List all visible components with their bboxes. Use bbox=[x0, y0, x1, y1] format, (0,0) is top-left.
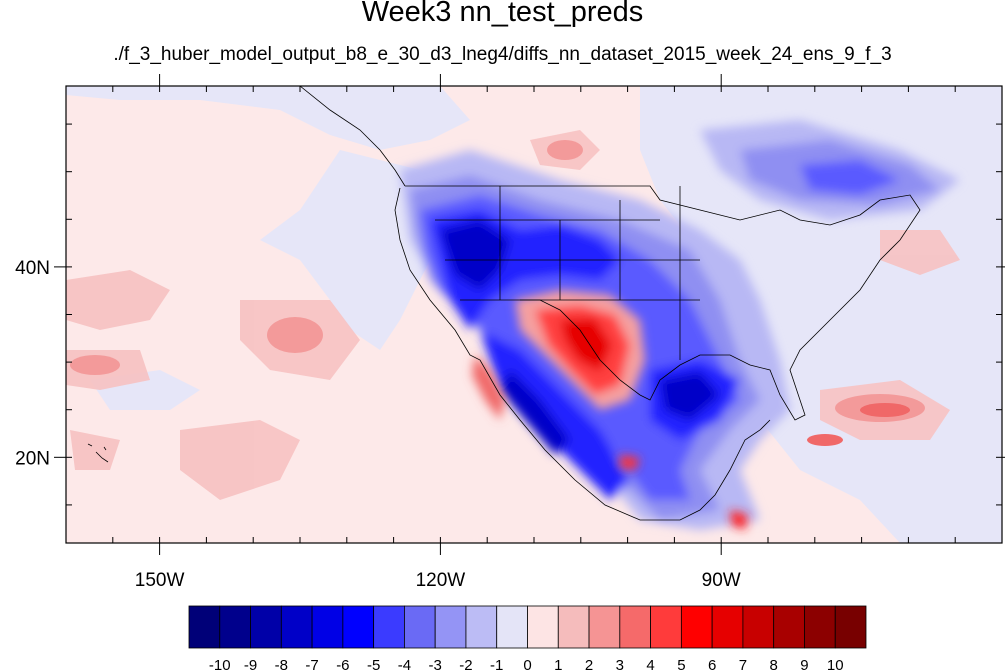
colorbar-swatch bbox=[496, 605, 528, 649]
map-subtitle: ./f_3_huber_model_output_b8_e_30_d3_lneg… bbox=[113, 44, 892, 65]
colorbar-label: 6 bbox=[708, 657, 716, 672]
colorbar-swatch bbox=[280, 605, 313, 649]
colorbar-swatch bbox=[588, 605, 621, 649]
colorbar-swatch bbox=[434, 605, 467, 649]
colorbar-swatch bbox=[680, 605, 713, 649]
colorbar-label: 8 bbox=[770, 657, 778, 672]
colorbar-swatch bbox=[557, 605, 590, 649]
colorbar-label: -1 bbox=[490, 657, 503, 672]
colorbar-label: 1 bbox=[554, 657, 562, 672]
colorbar-swatch bbox=[465, 605, 498, 649]
colorbar-label: -10 bbox=[209, 657, 231, 672]
colorbar-swatch bbox=[773, 605, 805, 649]
colorbar-swatch bbox=[650, 605, 682, 649]
colorbar-swatch bbox=[619, 605, 651, 649]
colorbar-label: -2 bbox=[459, 657, 472, 672]
colorbar-swatch bbox=[188, 605, 221, 649]
lon-tick-label: 90W bbox=[702, 570, 741, 591]
colorbar-swatch bbox=[404, 605, 436, 649]
colorbar-swatch bbox=[219, 605, 251, 649]
colorbar-swatch bbox=[711, 605, 744, 649]
colorbar-label: 10 bbox=[827, 657, 844, 672]
map-title: Week3 nn_test_preds bbox=[361, 0, 644, 28]
colorbar-label: -7 bbox=[305, 657, 318, 672]
colorbar-label: 2 bbox=[585, 657, 593, 672]
lon-tick-label: 120W bbox=[416, 570, 466, 591]
lon-tick-label: 150W bbox=[135, 570, 185, 591]
colorbar-swatch bbox=[342, 605, 375, 649]
colorbar-label: -3 bbox=[429, 657, 442, 672]
lat-tick-label: 20N bbox=[15, 448, 50, 469]
colorbar-label: 7 bbox=[739, 657, 747, 672]
colorbar-swatch bbox=[250, 605, 282, 649]
colorbar: -10 -9 -8 -7 -6 -5 -4 -3 -2 -1 0 1 2 3 4 5 6 7 8 9 10 bbox=[188, 605, 867, 672]
colorbar-swatch bbox=[527, 605, 559, 649]
colorbar-label: -9 bbox=[244, 657, 257, 672]
lat-tick-label: 40N bbox=[15, 258, 50, 279]
colorbar-swatch bbox=[742, 605, 775, 649]
colorbar-swatch bbox=[804, 605, 836, 649]
colorbar-label: -4 bbox=[398, 657, 411, 672]
colorbar-label: -5 bbox=[367, 657, 380, 672]
colorbar-label: -8 bbox=[275, 657, 288, 672]
colorbar-label: 4 bbox=[646, 657, 654, 672]
colorbar-label: 5 bbox=[677, 657, 685, 672]
axis-ticks: 40N 20N 150W 120W 90W bbox=[15, 74, 1005, 591]
colorbar-label: 9 bbox=[800, 657, 808, 672]
colorbar-label: 0 bbox=[523, 657, 531, 672]
colorbar-swatch bbox=[311, 605, 344, 649]
colorbar-label: -6 bbox=[336, 657, 349, 672]
anomaly-field bbox=[66, 86, 1002, 543]
colorbar-swatch bbox=[834, 605, 867, 649]
colorbar-swatch bbox=[373, 605, 405, 649]
colorbar-label: 3 bbox=[616, 657, 624, 672]
